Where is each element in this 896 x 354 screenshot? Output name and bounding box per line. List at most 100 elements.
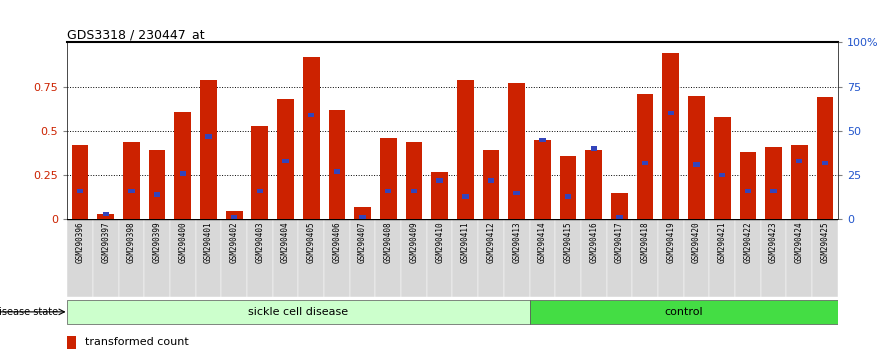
Bar: [72, 145, 89, 219]
Bar: [128, 189, 134, 193]
Bar: [714, 117, 730, 219]
Bar: [221, 219, 247, 297]
Text: GDS3318 / 230447_at: GDS3318 / 230447_at: [67, 28, 205, 41]
Bar: [462, 194, 469, 199]
Bar: [175, 112, 191, 219]
Bar: [585, 150, 602, 219]
Text: GSM290411: GSM290411: [461, 222, 470, 263]
Bar: [195, 219, 221, 297]
Bar: [247, 219, 272, 297]
Text: GSM290418: GSM290418: [641, 222, 650, 263]
Bar: [508, 83, 525, 219]
Text: GSM290421: GSM290421: [718, 222, 727, 263]
Bar: [277, 99, 294, 219]
Bar: [144, 219, 170, 297]
Bar: [530, 219, 556, 297]
Bar: [607, 219, 633, 297]
Bar: [77, 189, 83, 193]
Bar: [272, 219, 298, 297]
Bar: [385, 189, 392, 193]
Bar: [658, 219, 684, 297]
Bar: [226, 211, 243, 219]
Text: GSM290405: GSM290405: [306, 222, 315, 263]
Bar: [745, 189, 751, 193]
Bar: [564, 194, 572, 199]
Bar: [642, 161, 649, 165]
Text: GSM290404: GSM290404: [281, 222, 290, 263]
Bar: [410, 189, 418, 193]
Bar: [149, 150, 166, 219]
Bar: [694, 162, 700, 167]
Text: GSM290402: GSM290402: [229, 222, 238, 263]
Text: GSM290419: GSM290419: [667, 222, 676, 263]
Text: GSM290412: GSM290412: [487, 222, 495, 263]
Text: GSM290408: GSM290408: [383, 222, 392, 263]
Text: GSM290397: GSM290397: [101, 222, 110, 263]
Text: GSM290422: GSM290422: [744, 222, 753, 263]
Bar: [431, 172, 448, 219]
Bar: [633, 219, 658, 297]
Bar: [457, 80, 474, 219]
Bar: [67, 301, 530, 324]
Text: GSM290416: GSM290416: [590, 222, 599, 263]
Text: GSM290415: GSM290415: [564, 222, 573, 263]
Bar: [329, 110, 345, 219]
Bar: [765, 147, 782, 219]
Bar: [349, 219, 375, 297]
Bar: [401, 219, 426, 297]
Text: control: control: [664, 307, 703, 317]
Text: GSM290425: GSM290425: [821, 222, 830, 263]
Text: GSM290413: GSM290413: [513, 222, 521, 263]
Bar: [179, 171, 186, 176]
Bar: [303, 57, 320, 219]
Bar: [611, 193, 628, 219]
Bar: [739, 152, 756, 219]
Text: GSM290420: GSM290420: [692, 222, 701, 263]
Bar: [452, 219, 478, 297]
Bar: [616, 216, 623, 220]
Text: GSM290396: GSM290396: [75, 222, 84, 263]
Bar: [231, 216, 237, 220]
Bar: [530, 301, 838, 324]
Bar: [590, 147, 597, 151]
Bar: [380, 138, 397, 219]
Text: GSM290400: GSM290400: [178, 222, 187, 263]
Bar: [282, 159, 289, 163]
Bar: [684, 219, 710, 297]
Bar: [308, 113, 314, 117]
Text: sickle cell disease: sickle cell disease: [248, 307, 349, 317]
Text: GSM290406: GSM290406: [332, 222, 341, 263]
Bar: [771, 189, 777, 193]
Bar: [406, 142, 422, 219]
Bar: [581, 219, 607, 297]
Bar: [354, 207, 371, 219]
Bar: [98, 214, 114, 219]
Text: GSM290401: GSM290401: [204, 222, 213, 263]
Bar: [487, 178, 495, 183]
Bar: [298, 219, 324, 297]
Bar: [483, 150, 499, 219]
Text: GSM290410: GSM290410: [435, 222, 444, 263]
Bar: [796, 159, 803, 163]
Bar: [67, 219, 93, 297]
Bar: [478, 219, 504, 297]
Bar: [333, 170, 340, 174]
Bar: [719, 173, 726, 177]
Text: GSM290399: GSM290399: [152, 222, 161, 263]
Bar: [324, 219, 349, 297]
Text: GSM290403: GSM290403: [255, 222, 264, 263]
Bar: [252, 126, 268, 219]
Bar: [436, 178, 443, 183]
Text: GSM290414: GSM290414: [538, 222, 547, 263]
Bar: [688, 96, 705, 219]
Bar: [154, 193, 160, 197]
Bar: [812, 219, 838, 297]
Text: GSM290398: GSM290398: [127, 222, 136, 263]
Bar: [102, 212, 109, 216]
Bar: [205, 134, 211, 138]
Bar: [123, 142, 140, 219]
Text: GSM290409: GSM290409: [409, 222, 418, 263]
Bar: [556, 219, 581, 297]
Text: transformed count: transformed count: [84, 337, 188, 347]
Bar: [170, 219, 195, 297]
